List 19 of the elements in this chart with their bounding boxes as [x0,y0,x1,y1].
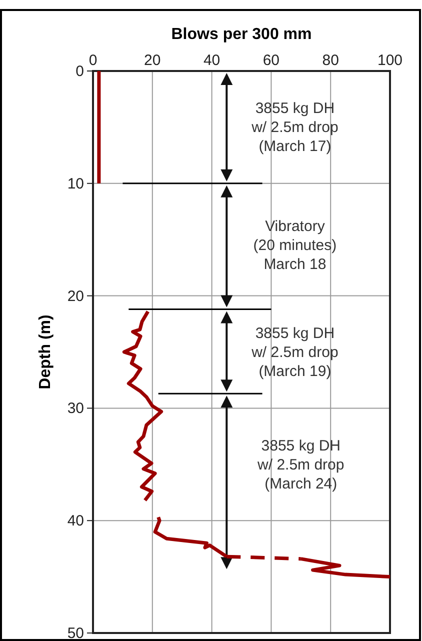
line-series [122,310,164,502]
annotation: Vibratory (20 minutes) March 18 [253,218,337,274]
y-tick-label: 50 [67,625,84,641]
annotation: 3855 kg DH w/ 2.5m drop (March 24) [256,437,344,492]
y-axis-title: Depth (m) [37,314,54,390]
y-tick-label: 40 [67,512,84,530]
annotation: 3855 kg DH w/ 2.5m drop (March 17) [250,100,338,156]
x-tick-label: 0 [88,52,98,69]
x-axis-title: Blows per 300 mm [171,26,312,43]
x-tick-label: 100 [377,52,403,69]
y-tick-label: 30 [67,400,84,418]
x-tick-label: 40 [203,52,220,69]
y-tick-label: 0 [76,63,84,80]
y-tick-label: 10 [67,175,84,192]
y-tick-label: 20 [67,288,84,305]
x-tick-label: 80 [322,52,339,69]
x-tick-label: 20 [144,52,161,69]
x-tick-label: 60 [262,52,280,69]
annotation: 3855 kg DH w/ 2.5m drop (March 19) [250,325,338,380]
